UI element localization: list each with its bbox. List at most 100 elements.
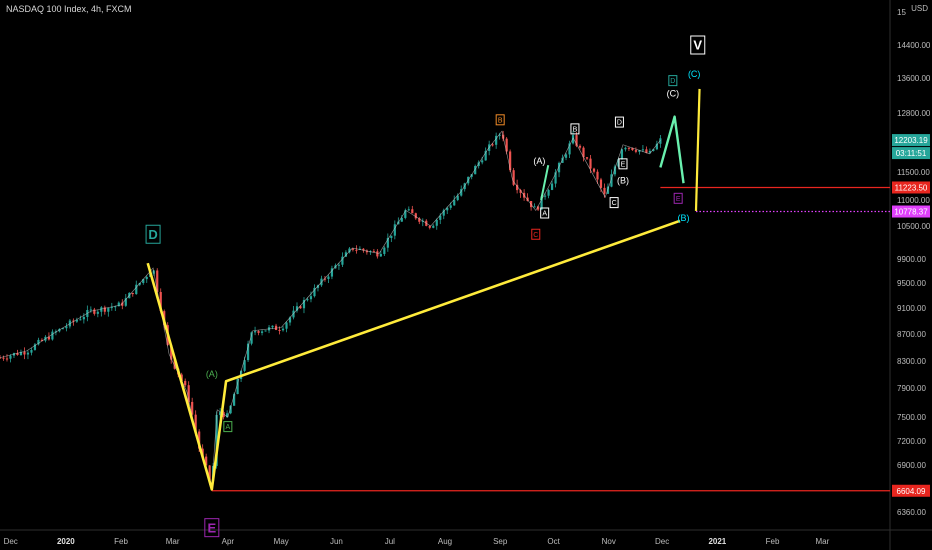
candle-body: [299, 306, 302, 309]
wave-label-box: [204, 518, 220, 538]
candle-body: [19, 351, 23, 356]
candle-body: [226, 413, 229, 418]
x-tick-label: Feb: [766, 537, 780, 546]
wave-label-box: [531, 228, 541, 240]
candle-body: [264, 330, 267, 332]
wave-label: V: [693, 38, 702, 53]
candle-body: [93, 309, 96, 314]
candle-body: [30, 349, 33, 353]
candle-body: [578, 145, 582, 148]
candle-body: [65, 326, 68, 329]
candle-body: [645, 149, 648, 153]
wave-label: C: [612, 200, 617, 207]
candle-body: [432, 225, 435, 228]
candle-body: [236, 378, 239, 395]
candle-body: [219, 412, 222, 415]
x-tick-label: Mar: [166, 537, 180, 546]
candle-body: [428, 225, 431, 228]
candle-body: [516, 184, 519, 191]
candle-body: [47, 336, 51, 340]
x-tick-label: Sep: [493, 537, 508, 546]
candle-body: [79, 319, 82, 321]
candle-body: [575, 135, 578, 146]
wave-label: (B): [678, 213, 690, 223]
x-tick-label: Oct: [547, 537, 560, 546]
candle-body: [554, 172, 557, 184]
candle-body: [446, 207, 449, 211]
wave-label-box: [223, 421, 233, 433]
wave-label-box: [495, 114, 505, 126]
candle-body: [372, 251, 375, 253]
candle-body: [620, 149, 624, 160]
candle-body: [61, 328, 64, 330]
price-box-label: 12203.19: [894, 136, 928, 145]
candle-body: [627, 147, 631, 149]
candle-body: [110, 307, 113, 309]
candle-body: [271, 325, 274, 328]
candle-body: [379, 253, 382, 257]
candle-body: [2, 357, 5, 359]
candle-body: [655, 143, 658, 150]
y-tick-label: 10500.00: [897, 222, 931, 231]
wave-label: (C): [667, 89, 680, 99]
candle-body: [156, 270, 159, 293]
wave-label-box: [614, 116, 624, 128]
candle-body: [51, 331, 54, 340]
price-box: [892, 147, 930, 160]
candle-body: [383, 247, 386, 254]
candle-body: [9, 355, 12, 359]
candle-body: [285, 322, 288, 329]
candle-body: [393, 224, 396, 236]
candle-body: [659, 138, 662, 144]
candle-body: [26, 352, 30, 355]
candle-body: [107, 307, 110, 312]
candle-body: [103, 307, 106, 312]
wave-label-box: [145, 224, 161, 244]
candle-body: [121, 302, 124, 306]
y-tick-label: 9100.00: [897, 304, 926, 313]
x-tick-label: Jul: [385, 537, 395, 546]
candle-body: [260, 331, 264, 333]
y-tick-label: 7900.00: [897, 384, 926, 393]
candle-body: [295, 306, 299, 311]
wave-label: A: [226, 424, 231, 431]
price-box: [892, 134, 930, 147]
candle-body: [592, 168, 596, 172]
candle-body: [564, 154, 568, 158]
candle-body: [327, 276, 330, 280]
currency-label: USD: [911, 4, 928, 13]
candle-body: [477, 162, 480, 166]
candle-body: [470, 174, 473, 177]
candle-body: [5, 358, 9, 360]
wave-label: (A): [533, 156, 545, 166]
candle-body: [505, 138, 508, 152]
wave-label-box: [673, 192, 683, 204]
candle-body: [460, 189, 463, 196]
candle-body: [138, 283, 141, 285]
wave-label-box: [668, 75, 678, 87]
candle-body: [641, 149, 645, 151]
candle-body: [278, 329, 281, 331]
wave-label: E: [621, 161, 626, 168]
wave-label: (C): [688, 69, 701, 79]
y-tick-label: 8300.00: [897, 357, 926, 366]
y-tick-label: 9500.00: [897, 279, 926, 288]
y-tick-label: 11500.00: [897, 168, 930, 177]
candle-body: [233, 394, 236, 406]
y-tick-label: 15: [897, 8, 906, 17]
candle-body: [124, 298, 127, 306]
candle-body: [23, 351, 26, 355]
candle-body: [37, 339, 40, 345]
candle-body: [509, 151, 512, 171]
price-box-label: 6604.09: [897, 487, 926, 496]
candle-body: [281, 328, 285, 331]
candle-body: [117, 302, 120, 307]
candle-body: [170, 344, 173, 360]
candle-body: [543, 195, 547, 197]
candle-body: [610, 174, 613, 187]
candle-body: [557, 162, 561, 173]
candle-body: [631, 147, 634, 151]
x-tick-label: Dec: [4, 537, 18, 546]
